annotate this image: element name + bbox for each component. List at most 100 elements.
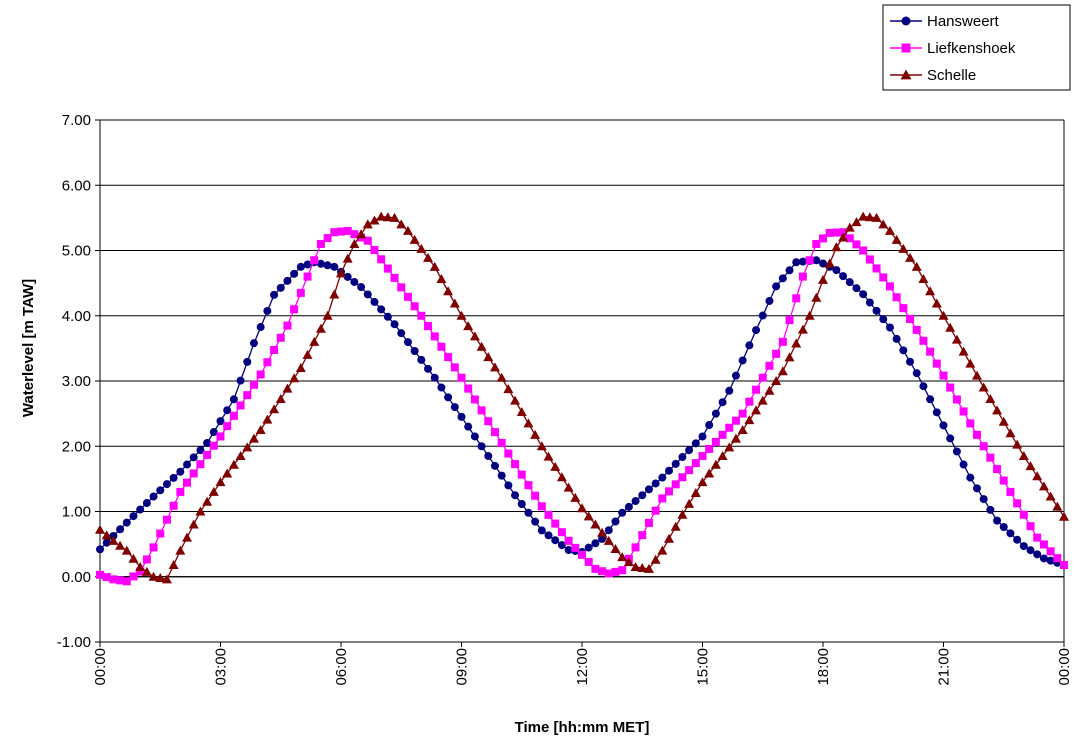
data-point bbox=[517, 470, 526, 479]
data-point bbox=[275, 393, 286, 403]
data-point bbox=[992, 405, 1003, 415]
data-point bbox=[209, 428, 218, 437]
data-point bbox=[852, 284, 861, 293]
data-point bbox=[718, 430, 727, 439]
data-point bbox=[631, 543, 640, 552]
data-point bbox=[711, 409, 720, 418]
data-point bbox=[986, 453, 995, 462]
data-point bbox=[978, 382, 989, 392]
data-point bbox=[946, 434, 955, 443]
data-point bbox=[302, 349, 313, 359]
data-point bbox=[121, 545, 132, 555]
data-point bbox=[617, 552, 628, 562]
data-point bbox=[182, 532, 193, 542]
data-point bbox=[691, 459, 700, 468]
data-point bbox=[149, 543, 158, 552]
data-point bbox=[1018, 451, 1029, 461]
data-point bbox=[905, 252, 916, 262]
x-tick-label: 21:00 bbox=[936, 648, 953, 686]
data-point bbox=[476, 341, 487, 351]
data-point bbox=[531, 517, 540, 526]
data-point bbox=[410, 346, 419, 355]
data-point bbox=[142, 555, 151, 564]
data-point bbox=[993, 516, 1002, 525]
data-point bbox=[1039, 554, 1048, 563]
data-point bbox=[966, 419, 975, 428]
data-point bbox=[228, 459, 239, 469]
data-point bbox=[141, 566, 152, 576]
data-point bbox=[203, 450, 212, 459]
data-point bbox=[162, 515, 171, 524]
data-point bbox=[564, 536, 573, 545]
data-point bbox=[176, 467, 185, 476]
data-point bbox=[825, 228, 834, 237]
data-point bbox=[966, 473, 975, 482]
y-tick-label: -1.00 bbox=[57, 634, 91, 651]
data-point bbox=[129, 572, 138, 581]
data-point bbox=[744, 415, 755, 425]
data-point bbox=[771, 376, 782, 385]
data-point bbox=[798, 257, 807, 266]
data-point bbox=[758, 373, 767, 382]
data-point bbox=[183, 478, 192, 487]
data-point bbox=[1013, 499, 1022, 508]
data-point bbox=[396, 219, 407, 229]
data-point bbox=[865, 298, 874, 307]
data-point bbox=[993, 465, 1002, 474]
data-point bbox=[892, 293, 901, 302]
data-point bbox=[852, 240, 861, 249]
data-point bbox=[303, 272, 312, 281]
data-point bbox=[497, 471, 506, 480]
data-point bbox=[1012, 439, 1023, 449]
data-point bbox=[296, 262, 305, 271]
data-point bbox=[891, 234, 902, 244]
data-point bbox=[1013, 535, 1022, 544]
data-point bbox=[429, 261, 440, 271]
data-point bbox=[437, 383, 446, 392]
data-point bbox=[470, 395, 479, 404]
data-point bbox=[323, 234, 332, 243]
data-point bbox=[631, 497, 640, 506]
data-point bbox=[644, 485, 653, 494]
data-point bbox=[122, 518, 131, 527]
data-point bbox=[737, 424, 748, 434]
data-point bbox=[685, 466, 694, 475]
data-point bbox=[571, 543, 580, 552]
data-point bbox=[362, 219, 373, 229]
data-point bbox=[496, 372, 507, 382]
data-point bbox=[765, 361, 774, 370]
tick-labels: -1.00 0.00 1.00 2.00 3.00 4.00 5.00 6.00 7.00 00:… bbox=[57, 112, 1073, 686]
data-point bbox=[785, 266, 794, 275]
data-point bbox=[389, 212, 400, 222]
data-point bbox=[183, 460, 192, 469]
data-point bbox=[583, 511, 594, 521]
data-point bbox=[1053, 554, 1062, 563]
data-point bbox=[618, 508, 627, 517]
data-point bbox=[758, 311, 767, 320]
x-tick-label: 00:00 bbox=[92, 648, 109, 686]
legend-label: Schelle bbox=[927, 67, 976, 84]
data-point bbox=[1032, 471, 1043, 481]
data-point bbox=[731, 416, 740, 425]
data-point bbox=[236, 401, 245, 410]
data-point bbox=[484, 452, 493, 461]
data-point bbox=[222, 468, 233, 478]
x-tick-label: 18:00 bbox=[815, 648, 832, 686]
data-point bbox=[203, 438, 212, 447]
data-point bbox=[792, 258, 801, 267]
data-point bbox=[256, 370, 265, 379]
data-point bbox=[698, 452, 707, 461]
data-point bbox=[188, 519, 199, 529]
data-point bbox=[892, 334, 901, 343]
y-axis-title: Waterlevel [m TAW] bbox=[20, 279, 37, 417]
data-point bbox=[128, 553, 139, 563]
data-point bbox=[256, 323, 265, 332]
data-point bbox=[550, 461, 561, 471]
data-point bbox=[1006, 487, 1015, 496]
data-point bbox=[951, 334, 962, 344]
data-point bbox=[1060, 561, 1068, 570]
data-point bbox=[879, 315, 888, 324]
data-point bbox=[450, 403, 459, 412]
data-point bbox=[523, 418, 534, 428]
data-point bbox=[611, 567, 620, 576]
